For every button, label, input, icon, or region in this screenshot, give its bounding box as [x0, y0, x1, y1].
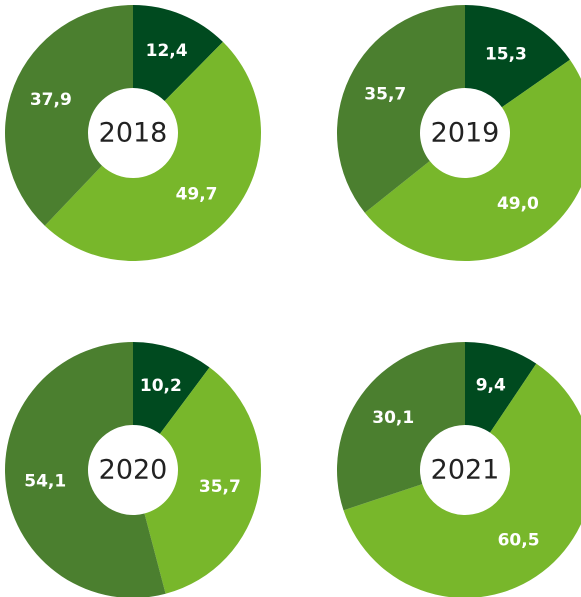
donut-segment — [337, 5, 465, 213]
donut-segment — [465, 5, 570, 108]
value-label: 30,1 — [372, 408, 414, 428]
donut-segment — [337, 342, 465, 511]
donut-center-label: 2021 — [431, 455, 500, 486]
donut-segment — [343, 363, 581, 597]
donut-segment — [144, 367, 261, 594]
value-label: 35,7 — [199, 477, 241, 497]
donut-center-label: 2018 — [99, 118, 168, 149]
value-label: 54,1 — [24, 471, 66, 491]
donut-segment — [44, 41, 261, 261]
value-label: 15,3 — [485, 45, 527, 65]
donut-segment — [465, 342, 537, 433]
value-label: 49,7 — [176, 185, 218, 205]
value-label: 12,4 — [146, 41, 188, 61]
donut-segment — [133, 342, 210, 434]
value-label: 35,7 — [364, 85, 406, 105]
value-label: 9,4 — [476, 375, 506, 395]
donut-segment — [5, 5, 134, 226]
value-label: 37,9 — [30, 90, 72, 110]
donut-segment — [133, 5, 223, 101]
donut-center-label: 2019 — [431, 118, 500, 149]
value-label: 10,2 — [140, 376, 182, 396]
donut-center-label: 2020 — [99, 455, 168, 486]
donut-segment — [364, 59, 581, 261]
value-label: 49,0 — [497, 194, 539, 214]
value-label: 60,5 — [498, 530, 540, 550]
donut-segment — [5, 342, 166, 597]
